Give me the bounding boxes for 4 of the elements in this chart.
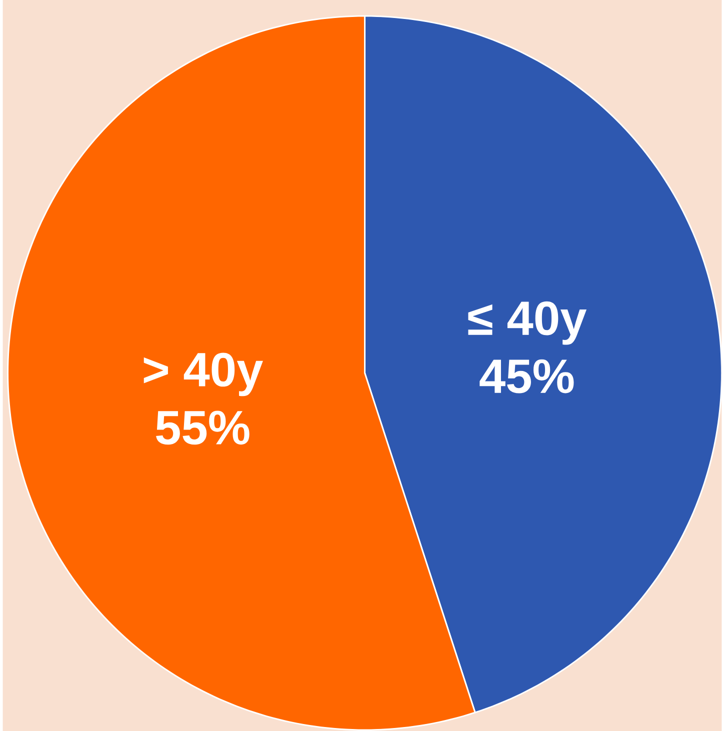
data-label: 55% — [156, 410, 250, 445]
slice-label: > 40y — [144, 352, 264, 396]
data-label: 45% — [480, 359, 574, 394]
slice-label: ≤ 40y — [468, 301, 587, 345]
